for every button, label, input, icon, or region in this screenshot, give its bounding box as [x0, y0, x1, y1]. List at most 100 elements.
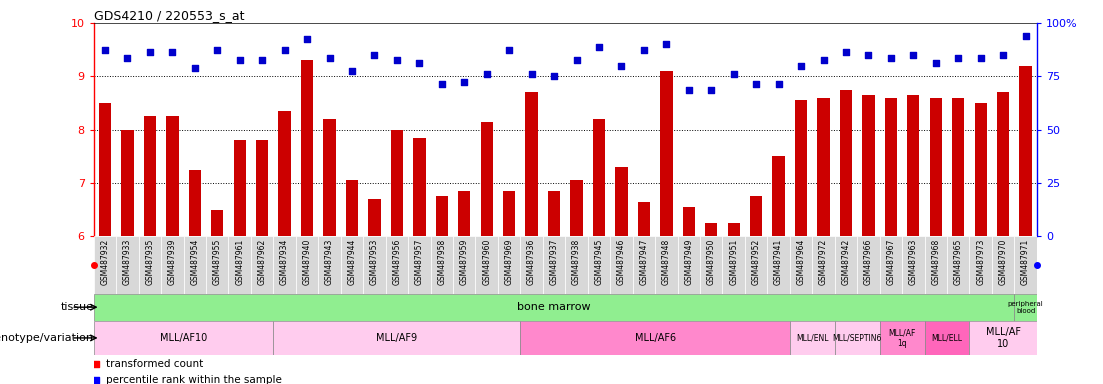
Point	[321, 55, 339, 61]
Bar	[633, 236, 655, 294]
Text: MLL/AF10: MLL/AF10	[160, 333, 207, 343]
Bar	[924, 236, 947, 294]
Text: peripheral
blood: peripheral blood	[1008, 301, 1043, 314]
Text: GSM487960: GSM487960	[482, 239, 491, 285]
Bar	[722, 236, 745, 294]
Bar	[655, 236, 677, 294]
Bar	[228, 236, 251, 294]
Text: MLL/AF
1q: MLL/AF 1q	[888, 328, 915, 348]
Text: GSM487934: GSM487934	[280, 239, 289, 285]
Text: GSM487941: GSM487941	[774, 239, 783, 285]
Bar	[1015, 236, 1037, 294]
Point	[410, 60, 428, 66]
Point	[635, 46, 653, 53]
Point	[545, 73, 563, 79]
Text: GSM487970: GSM487970	[998, 239, 1008, 285]
Bar	[521, 236, 543, 294]
Bar	[323, 119, 335, 236]
Text: GSM487933: GSM487933	[122, 239, 132, 285]
Text: GSM487943: GSM487943	[325, 239, 334, 285]
Text: MLL/ELL: MLL/ELL	[932, 333, 963, 343]
Bar	[638, 202, 650, 236]
Point	[815, 57, 833, 63]
Point	[837, 49, 855, 55]
Point	[208, 46, 226, 53]
Text: GSM487966: GSM487966	[864, 239, 872, 285]
Text: GSM487973: GSM487973	[976, 239, 985, 285]
Bar	[408, 236, 430, 294]
Bar	[880, 236, 902, 294]
Bar	[975, 103, 987, 236]
Bar	[997, 92, 1009, 236]
Bar	[615, 167, 628, 236]
Bar	[728, 223, 740, 236]
Bar	[992, 236, 1015, 294]
Bar	[189, 170, 201, 236]
Text: GSM487968: GSM487968	[931, 239, 940, 285]
Bar	[363, 236, 386, 294]
Text: GSM487949: GSM487949	[684, 239, 694, 285]
Bar	[661, 71, 673, 236]
Point	[365, 52, 383, 58]
Text: GSM487937: GSM487937	[549, 239, 558, 285]
Point	[388, 57, 406, 63]
Text: GSM487938: GSM487938	[572, 239, 581, 285]
Point	[231, 57, 248, 63]
Bar	[274, 236, 296, 294]
Bar	[930, 98, 942, 236]
Bar	[503, 191, 515, 236]
Bar	[795, 100, 807, 236]
Bar	[745, 236, 768, 294]
Bar	[525, 92, 538, 236]
Point	[972, 55, 989, 61]
Point	[119, 55, 137, 61]
Bar	[970, 236, 992, 294]
Text: GSM487971: GSM487971	[1021, 239, 1030, 285]
Point	[96, 46, 114, 53]
Bar	[947, 236, 970, 294]
Bar	[677, 236, 700, 294]
Text: GSM487948: GSM487948	[662, 239, 671, 285]
Bar	[301, 60, 313, 236]
Point	[1017, 33, 1035, 40]
Point	[254, 57, 271, 63]
Bar	[839, 89, 853, 236]
Bar	[481, 122, 493, 236]
Point	[859, 52, 877, 58]
Bar	[143, 116, 156, 236]
Bar	[521, 321, 790, 355]
Text: GSM487965: GSM487965	[954, 239, 963, 285]
Text: MLL/ENL: MLL/ENL	[796, 333, 828, 343]
Point	[657, 41, 675, 47]
Bar	[368, 199, 381, 236]
Point	[501, 46, 518, 53]
Text: GSM487951: GSM487951	[729, 239, 738, 285]
Point	[456, 79, 473, 85]
Bar	[790, 236, 812, 294]
Bar	[592, 119, 606, 236]
Text: GSM487939: GSM487939	[168, 239, 176, 285]
Point	[950, 55, 967, 61]
Text: tissue: tissue	[61, 302, 94, 312]
Point	[186, 65, 204, 71]
Text: GSM487969: GSM487969	[505, 239, 514, 285]
Text: GSM487956: GSM487956	[393, 239, 401, 285]
Bar	[1015, 294, 1037, 321]
Text: GSM487940: GSM487940	[302, 239, 311, 285]
Text: MLL/AF
10: MLL/AF 10	[986, 327, 1020, 349]
Text: MLL/AF9: MLL/AF9	[376, 333, 417, 343]
Bar	[817, 98, 829, 236]
Bar	[907, 95, 920, 236]
Bar	[683, 207, 695, 236]
Bar	[497, 236, 521, 294]
Bar	[453, 236, 475, 294]
Bar	[835, 321, 880, 355]
Bar	[475, 236, 497, 294]
Bar	[543, 236, 566, 294]
Bar	[588, 236, 610, 294]
Text: GSM487967: GSM487967	[887, 239, 896, 285]
Bar	[750, 196, 762, 236]
Text: GSM487972: GSM487972	[820, 239, 828, 285]
Point	[882, 55, 900, 61]
Bar	[274, 321, 521, 355]
